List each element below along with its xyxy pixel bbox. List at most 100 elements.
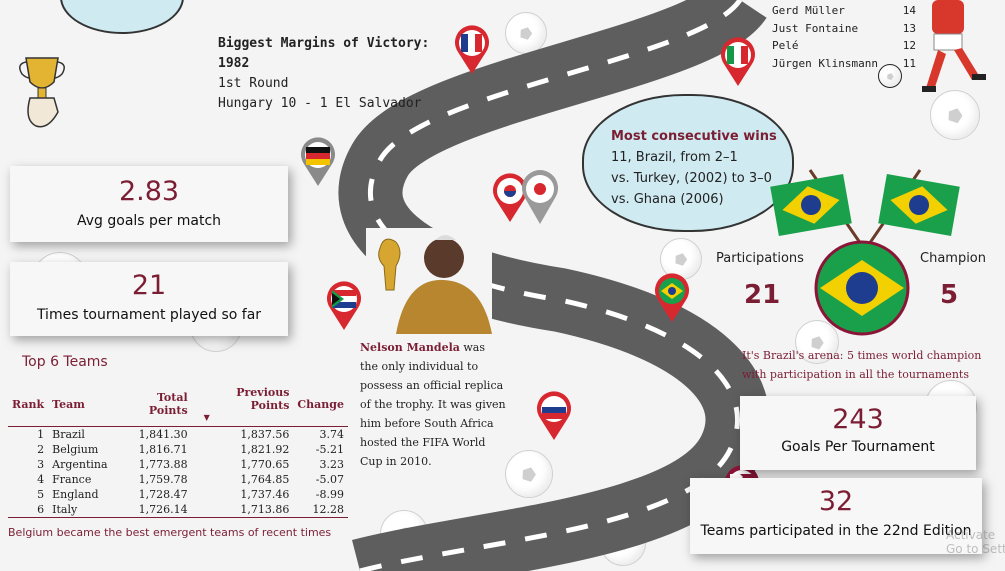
cell-total: 1,816.71 — [138, 443, 188, 456]
col-team[interactable]: Team — [48, 386, 112, 427]
cell-change: -8.99 — [315, 488, 344, 501]
brazil-pin-icon — [652, 272, 692, 324]
germany-pin-icon — [298, 136, 338, 188]
scorer-row: Gerd Müller 14 — [772, 2, 916, 20]
scorer-goals: 13 — [902, 21, 916, 35]
scorer-row: Pelé 12 — [772, 37, 916, 55]
margins-year: 1982 — [218, 56, 250, 71]
cell-change: 3.23 — [319, 458, 345, 471]
cell-previous: 1,770.65 — [240, 458, 290, 471]
sort-down-icon[interactable]: ▼ — [203, 412, 210, 422]
goals-per-tournament-card: 243 Goals Per Tournament — [740, 396, 976, 470]
cell-previous: 1,713.86 — [240, 503, 290, 516]
champion-value: 5 — [940, 280, 959, 310]
soccer-ball-icon — [878, 64, 902, 88]
participations-value: 21 — [744, 280, 781, 310]
table-row: 4 France 1,759.78 1,764.85 -5.07 — [8, 472, 348, 487]
top-teams-footnote: Belgium became the best emergent teams o… — [8, 526, 332, 539]
margins-block: Biggest Margins of Victory: 1982 1st Rou… — [218, 34, 429, 114]
cell-total: 1,728.47 — [138, 488, 188, 501]
table-row: 6 Italy 1,726.14 1,713.86 12.28 — [8, 502, 348, 518]
scorer-name: Pelé — [772, 39, 799, 52]
champion-label: Champion — [920, 251, 987, 266]
cell-change: -5.07 — [315, 473, 344, 486]
italy-pin-icon — [718, 36, 758, 88]
crossed-brazil-flags-icon — [770, 169, 960, 251]
cell-total: 1,841.30 — [138, 428, 188, 441]
soccer-ball-icon — [795, 320, 839, 364]
participations-label: Participations — [716, 251, 804, 266]
wins-line3: vs. Ghana (2006) — [611, 192, 724, 207]
goals-per-tournament-value: 243 — [832, 404, 884, 435]
scorer-goals: 12 — [902, 39, 916, 52]
scorer-row: Jürgen Klinsmann 11 — [772, 55, 916, 73]
soccer-ball-icon — [505, 12, 547, 54]
times-played-label: Times tournament played so far — [36, 307, 262, 323]
times-played-value: 21 — [131, 270, 167, 301]
cell-change: 12.28 — [312, 503, 345, 516]
margins-match: Hungary 10 - 1 El Salvador — [218, 96, 422, 111]
scorer-name: Just Fontaine — [772, 21, 859, 35]
avg-goals-label: Avg goals per match — [76, 213, 222, 229]
cell-rank: 4 — [37, 473, 45, 486]
cell-change: -5.21 — [315, 443, 344, 456]
cell-team: Argentina — [52, 458, 108, 471]
watermark-line2: Go to Settings — [946, 542, 1005, 556]
cell-team: France — [52, 473, 92, 486]
table-row: 2 Belgium 1,816.71 1,821.92 -5.21 — [8, 442, 348, 457]
france-pin-icon — [452, 24, 492, 76]
top-teams-table: Rank Team Total Points Previous Points ▼ … — [8, 386, 348, 518]
cell-previous: 1,837.56 — [240, 428, 290, 441]
soccer-player-icon — [922, 0, 986, 92]
table-row: 1 Brazil 1,841.30 1,837.56 3.74 — [8, 427, 348, 443]
consecutive-wins-text: Most consecutive wins 11, Brazil, from 2… — [611, 126, 777, 210]
activation-watermark: Activate Go to Settings — [946, 528, 1005, 556]
avg-goals-value: 2.83 — [118, 176, 180, 207]
wins-line2: vs. Turkey, (2002) to 3–0 — [611, 171, 772, 186]
teams-participated-value: 32 — [818, 486, 854, 517]
trophy-icon — [19, 57, 65, 128]
cell-rank: 6 — [37, 503, 45, 516]
cell-previous: 1,737.46 — [240, 488, 290, 501]
cell-team: Italy — [52, 503, 78, 516]
mandela-body: was the only individual to possess an of… — [360, 341, 506, 468]
col-total[interactable]: Total Points — [111, 386, 192, 427]
col-previous[interactable]: Previous Points ▼ — [191, 386, 294, 427]
south-africa-pin-icon — [324, 280, 364, 332]
watermark-line1: Activate — [946, 528, 996, 542]
brazil-note-line1: It's Brazil's arena: 5 times world champ… — [742, 349, 982, 362]
japan-pin-icon — [520, 170, 560, 224]
soccer-ball-icon — [505, 450, 553, 498]
cell-previous: 1,821.92 — [240, 443, 290, 456]
cell-rank: 2 — [37, 443, 45, 456]
scorer-row: Just Fontaine 13 — [772, 20, 916, 38]
brazil-ball-icon — [814, 240, 910, 336]
teams-participated-label: Teams participated in the 22nd Edition — [700, 523, 972, 539]
scorer-name: Gerd Müller — [772, 4, 845, 17]
wins-title: Most consecutive wins — [611, 129, 777, 144]
cell-rank: 3 — [37, 458, 45, 471]
brazil-note: It's Brazil's arena: 5 times world champ… — [742, 346, 981, 384]
soccer-ball-icon — [930, 90, 980, 140]
col-rank[interactable]: Rank — [8, 386, 49, 427]
scorer-name: Jürgen Klinsmann — [772, 56, 878, 70]
table-header-row: Rank Team Total Points Previous Points ▼ … — [8, 386, 348, 427]
times-played-card: 21 Times tournament played so far — [10, 262, 288, 336]
cell-change: 3.74 — [319, 428, 345, 441]
scorer-goals: 11 — [902, 56, 916, 70]
cell-team: England — [52, 488, 99, 501]
korea-pin-icon — [490, 172, 530, 224]
mandela-photo — [366, 228, 492, 334]
soccer-ball-icon — [660, 238, 702, 280]
col-change[interactable]: Change — [293, 386, 348, 427]
russia-pin-icon — [534, 390, 574, 442]
wins-line1: 11, Brazil, from 2–1 — [611, 150, 738, 165]
teams-participated-card: 32 Teams participated in the 22nd Editio… — [690, 478, 982, 554]
table-row: 5 England 1,728.47 1,737.46 -8.99 — [8, 487, 348, 502]
cell-rank: 1 — [37, 428, 45, 441]
table-row: 3 Argentina 1,773.88 1,770.65 3.23 — [8, 457, 348, 472]
margins-title: Biggest Margins of Victory: — [218, 36, 430, 51]
scorer-goals: 14 — [902, 4, 916, 17]
consecutive-wins-bubble — [582, 94, 794, 232]
